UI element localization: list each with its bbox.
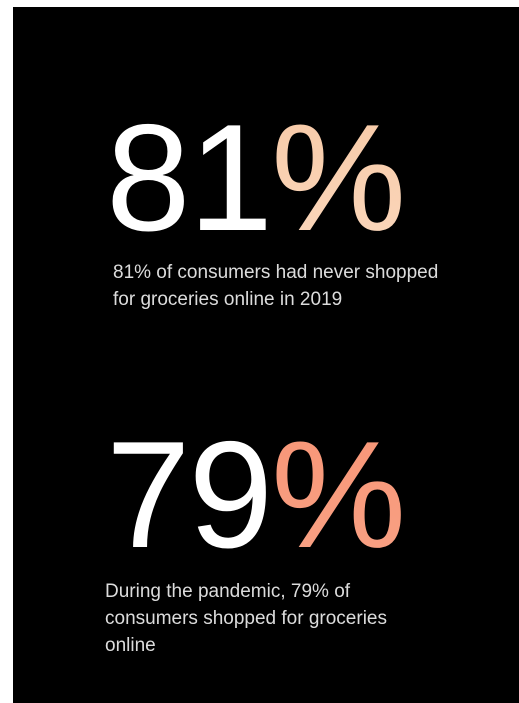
stat-79-caption: During the pandemic, 79% of consumers sh…: [105, 581, 387, 656]
stat-81-percent-sign: %: [271, 93, 407, 263]
stat-81-value: 81: [106, 93, 273, 263]
stat-79-number: 79%: [106, 419, 406, 571]
stat-81-caption: 81% of consumers had never shopped for g…: [113, 262, 439, 310]
stat-79-value: 79: [106, 410, 273, 580]
stat-81-number: 81%: [106, 102, 406, 254]
stat-79-percent-sign: %: [271, 410, 407, 580]
stats-card: 81% 81% of consumers had never shopped f…: [13, 7, 519, 703]
